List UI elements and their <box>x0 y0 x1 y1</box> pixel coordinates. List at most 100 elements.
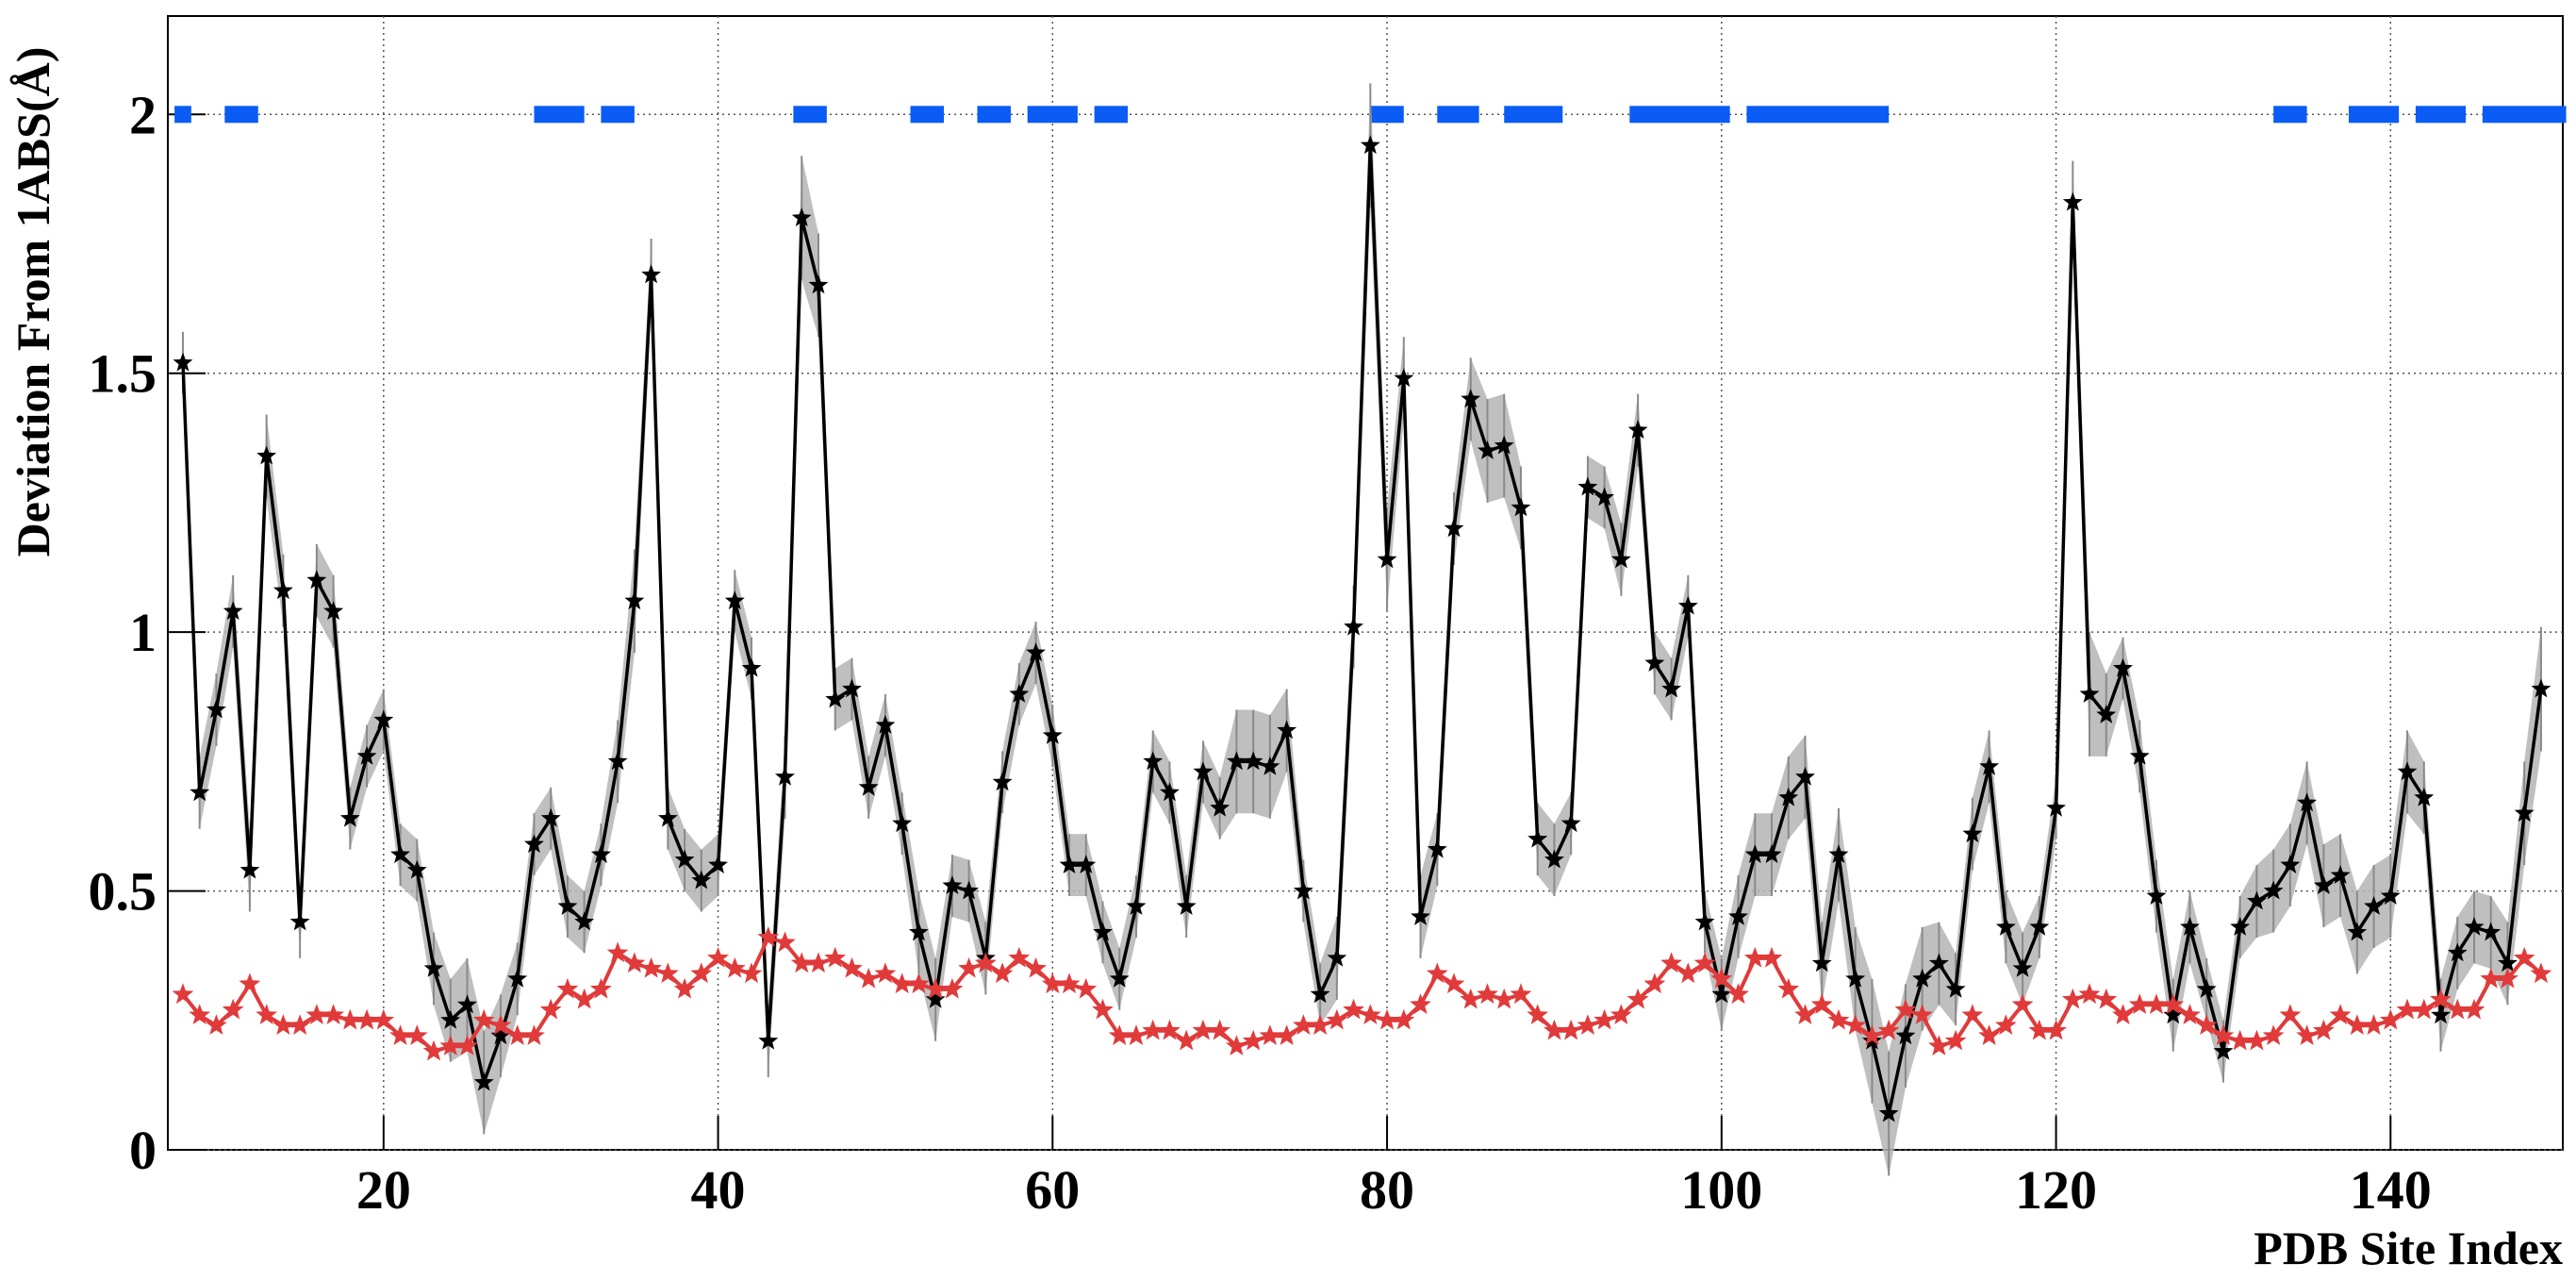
data-point <box>1092 998 1114 1020</box>
data-point <box>1627 420 1648 439</box>
data-point <box>2447 942 2468 962</box>
data-point <box>2096 705 2117 723</box>
data-point <box>355 1008 378 1030</box>
data-point <box>2430 988 2452 1009</box>
secondary-structure-segment <box>1629 106 1730 124</box>
data-point <box>2414 787 2435 806</box>
data-point <box>2078 983 2101 1005</box>
data-point <box>356 745 377 765</box>
data-point <box>858 776 879 796</box>
data-point <box>690 962 713 984</box>
data-point <box>2012 957 2033 977</box>
secondary-structure-segment <box>977 106 1011 124</box>
data-point <box>1193 761 1214 781</box>
data-point <box>2146 886 2167 905</box>
secondary-structure-segment <box>2482 106 2567 124</box>
data-point <box>1845 968 1866 988</box>
data-point <box>1510 983 1532 1005</box>
data-point <box>1627 988 1649 1009</box>
data-point <box>2196 978 2217 998</box>
data-point <box>2011 993 2034 1014</box>
data-point <box>2347 922 2368 941</box>
data-point <box>1544 849 1564 869</box>
secondary-structure-segment <box>2273 106 2307 124</box>
data-point <box>2497 967 2518 989</box>
data-point <box>189 1004 211 1024</box>
data-point <box>523 1024 545 1045</box>
data-point <box>556 977 579 999</box>
data-point <box>908 922 929 941</box>
data-point <box>2112 1004 2134 1024</box>
data-point <box>557 896 578 915</box>
data-point <box>1411 906 1430 925</box>
data-point <box>339 807 360 827</box>
data-point <box>2262 1024 2285 1045</box>
data-point <box>2128 993 2151 1014</box>
data-point <box>1544 1019 1565 1040</box>
data-point <box>2446 998 2469 1020</box>
secondary-structure-segment <box>601 106 635 124</box>
data-point <box>2513 946 2535 968</box>
data-point <box>1093 922 1113 941</box>
data-point <box>724 590 745 610</box>
secondary-structure-segment <box>1027 106 1078 124</box>
y-tick-label: 1 <box>129 602 157 663</box>
secondary-structure-segment <box>174 106 191 124</box>
y-tick-label: 0.5 <box>89 861 157 923</box>
data-point <box>1828 844 1849 863</box>
data-point <box>289 1014 311 1035</box>
data-point <box>2531 678 2551 698</box>
data-point <box>657 807 678 827</box>
data-point <box>2195 1014 2218 1035</box>
data-point <box>1493 988 1515 1009</box>
data-point <box>1125 1024 1148 1045</box>
data-point <box>2212 1024 2235 1045</box>
data-point <box>1143 751 1164 771</box>
data-point <box>1243 751 1263 771</box>
data-point <box>1109 968 1130 988</box>
secondary-structure-segment <box>1094 106 1129 124</box>
secondary-structure-segment <box>1746 106 1890 124</box>
data-point <box>1743 946 1766 968</box>
data-point <box>305 1004 328 1024</box>
data-point <box>372 1008 395 1030</box>
data-point <box>239 859 260 879</box>
data-point <box>1928 953 1949 972</box>
data-point <box>875 714 896 734</box>
data-point <box>740 962 763 984</box>
data-point <box>891 972 914 994</box>
data-point <box>1928 1035 1950 1056</box>
data-point <box>306 570 327 590</box>
data-point <box>2480 967 2502 989</box>
data-point <box>1210 797 1230 817</box>
data-point <box>390 844 410 863</box>
data-point <box>2180 917 2200 936</box>
data-point <box>2045 1019 2067 1040</box>
data-point <box>389 1024 411 1045</box>
data-point <box>790 952 813 973</box>
data-point <box>1827 1008 1850 1030</box>
data-point <box>1944 1029 1967 1051</box>
data-point <box>2046 797 2066 817</box>
data-point <box>440 1009 461 1029</box>
data-point <box>1978 1024 2000 1045</box>
data-point <box>991 962 1014 984</box>
data-point <box>2380 886 2401 905</box>
data-point <box>524 834 544 854</box>
secondary-structure-segment <box>224 106 258 124</box>
data-point <box>1961 1004 1984 1024</box>
data-point <box>640 956 662 978</box>
secondary-structure-segment <box>2415 106 2467 124</box>
data-point <box>540 807 561 827</box>
data-point <box>2279 1004 2302 1024</box>
data-point <box>2296 1024 2318 1045</box>
data-point <box>1426 962 1448 984</box>
data-point <box>323 601 344 621</box>
data-point <box>1293 880 1313 900</box>
data-point <box>590 977 612 999</box>
data-point <box>1126 896 1147 915</box>
y-tick-label: 2 <box>129 84 157 145</box>
data-point <box>1176 896 1197 915</box>
data-point <box>842 678 862 698</box>
